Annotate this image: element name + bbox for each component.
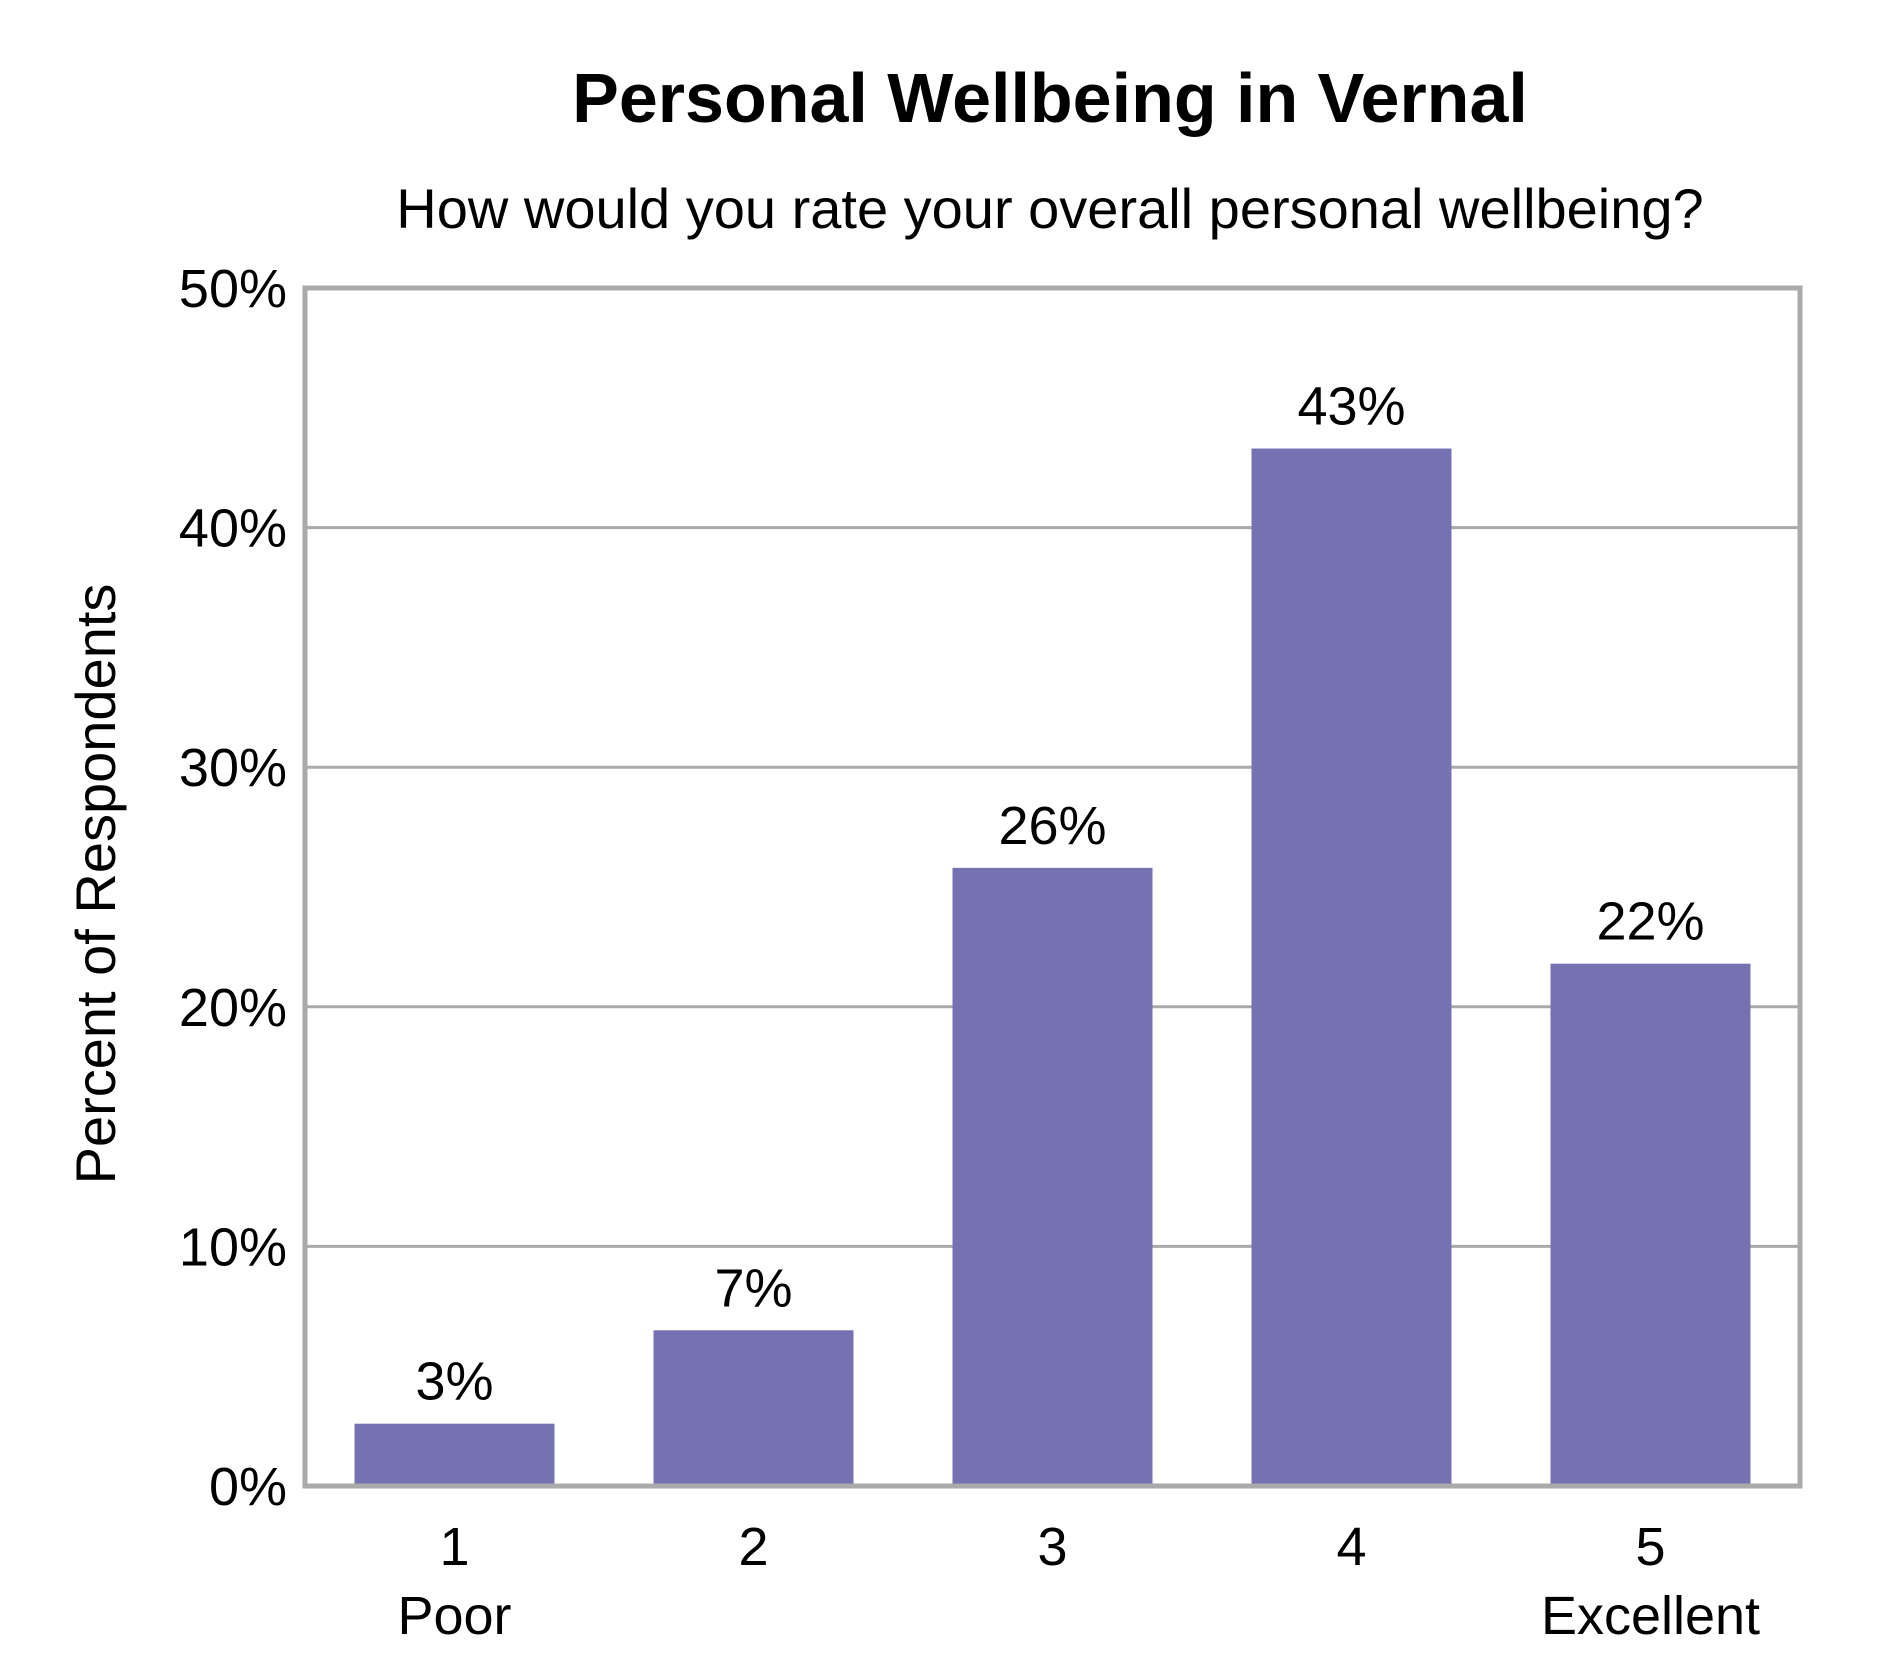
plot-border: [302, 285, 1803, 1489]
x-tick-labels: 1 Poor 2 3 4 5 Excellent: [397, 1517, 1760, 1646]
bar-3: [952, 867, 1153, 1486]
x-tick-label: 4: [1336, 1517, 1366, 1577]
data-label: 7%: [714, 1258, 792, 1318]
bars: [354, 448, 1751, 1487]
x-tick-label: 5: [1635, 1517, 1665, 1577]
y-tick-label: 30%: [179, 738, 287, 798]
data-label: 22%: [1596, 892, 1704, 952]
y-tick-label: 40%: [179, 499, 287, 559]
data-labels: 3% 7% 26% 43% 22%: [415, 377, 1704, 1412]
data-label: 3%: [415, 1352, 493, 1412]
y-axis-label: Percent of Respondents: [64, 584, 127, 1185]
x-tick-label: 1: [439, 1517, 469, 1577]
x-tick-label: 3: [1037, 1517, 1067, 1577]
bar-2: [653, 1330, 854, 1486]
y-tick-label: 50%: [179, 259, 287, 319]
bar-4: [1251, 448, 1452, 1487]
x-tick-label: 2: [738, 1517, 768, 1577]
bar-1: [354, 1423, 555, 1486]
plot-frame: [302, 285, 1803, 1489]
y-tick-label: 10%: [179, 1217, 287, 1277]
x-tick-sublabel: Excellent: [1541, 1586, 1760, 1646]
data-label: 43%: [1297, 377, 1405, 437]
y-tick-label: 20%: [179, 978, 287, 1038]
x-tick-sublabel: Poor: [397, 1586, 511, 1646]
y-tick-label: 0%: [209, 1457, 287, 1517]
data-label: 26%: [998, 796, 1106, 856]
y-tick-labels: 0% 10% 20% 30% 40% 50%: [179, 259, 287, 1517]
chart-title: Personal Wellbeing in Vernal: [572, 59, 1528, 137]
bar-5: [1550, 963, 1751, 1486]
chart-subtitle: How would you rate your overall personal…: [396, 177, 1703, 240]
